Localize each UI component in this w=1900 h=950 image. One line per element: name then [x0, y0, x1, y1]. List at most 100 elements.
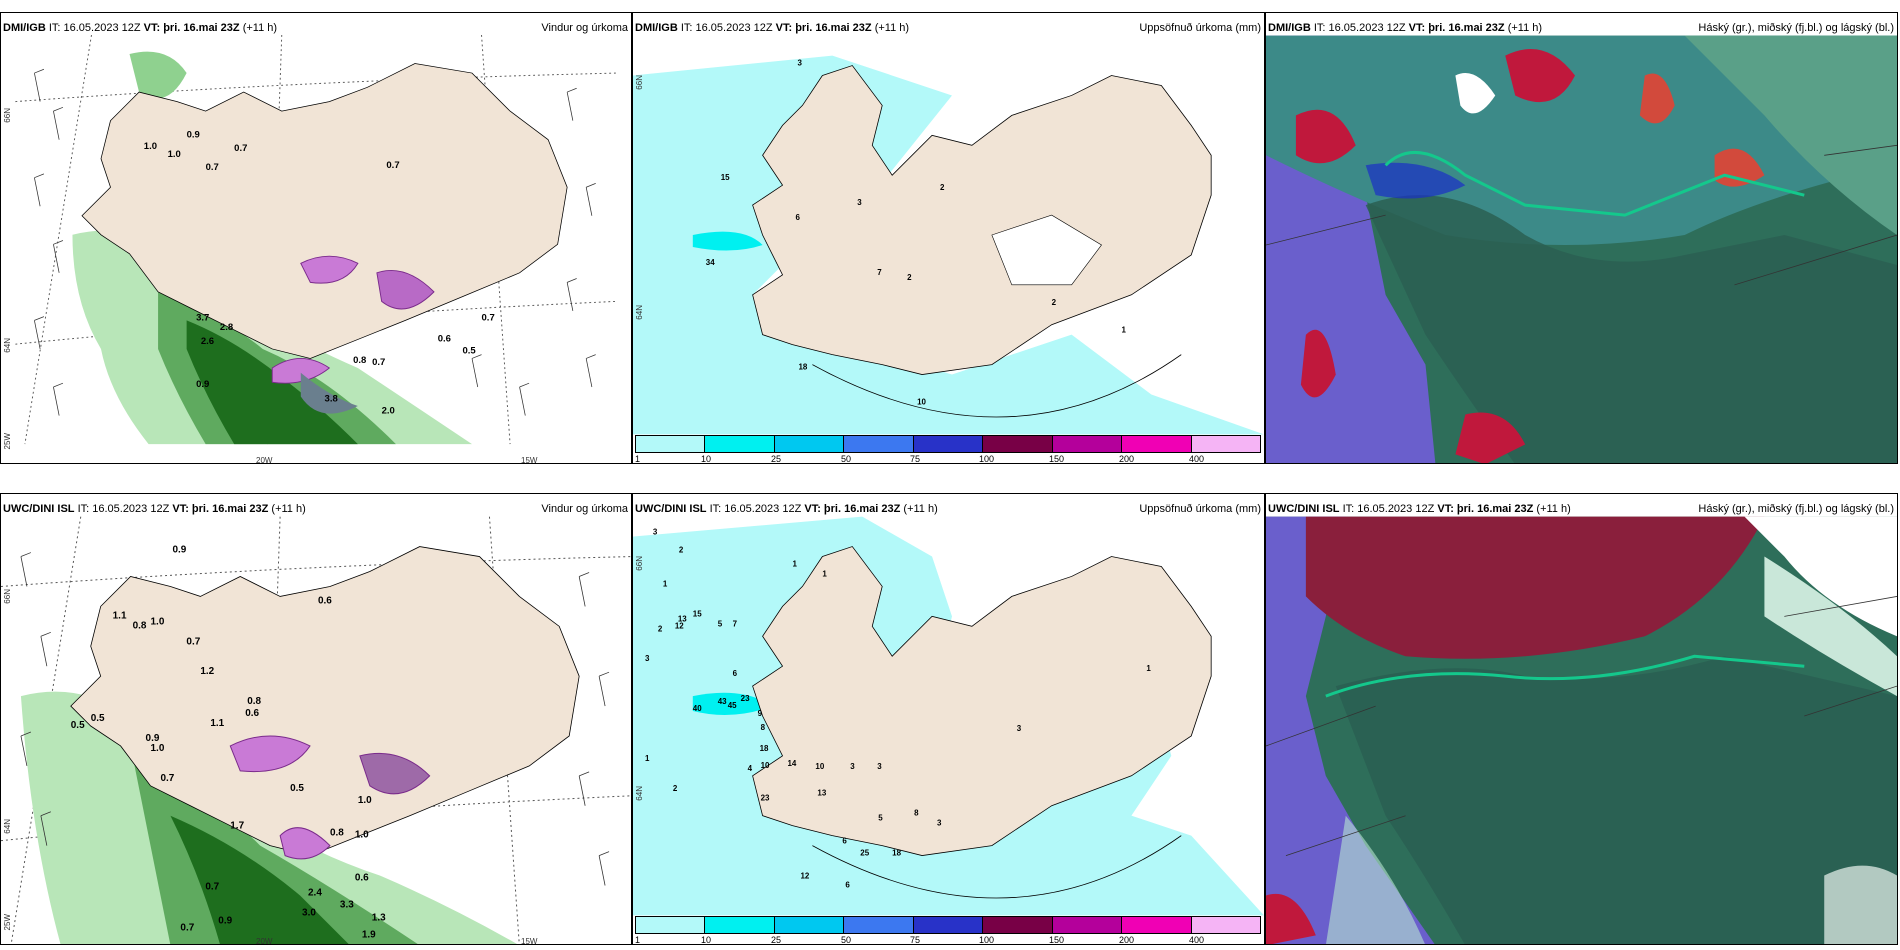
- precip-value: 6: [733, 669, 738, 678]
- precip-value: 15: [693, 609, 702, 618]
- precip-value: 3: [645, 654, 650, 663]
- wind-label: 0.9: [196, 379, 209, 390]
- precip-value: 6: [845, 880, 850, 889]
- precip-value: 2: [940, 183, 945, 192]
- panel-dmi-wind-precip: DMI/IGB IT: 16.05.2023 12Z VT: þri. 16.m…: [0, 12, 632, 464]
- precip-value: 4: [748, 764, 753, 773]
- wind-label: 1.1: [113, 610, 127, 621]
- wind-label: 0.7: [180, 922, 194, 933]
- colorbar-swatch: [983, 436, 1053, 452]
- accum-precip-map: 3 2 1 1 1 3 15 13 12 2 5 7 6 40 23 43 45…: [633, 516, 1264, 916]
- wind-label: 1.9: [362, 929, 376, 940]
- wind-label: 0.7: [186, 636, 200, 647]
- wind-label: 1.0: [151, 743, 165, 754]
- precip-value: 1: [663, 579, 668, 588]
- precip-value: 12: [800, 871, 809, 880]
- wind-label: 1.0: [168, 149, 181, 160]
- wind-label: 0.9: [146, 733, 160, 744]
- wind-label: 0.6: [438, 333, 451, 344]
- precip-value: 18: [892, 849, 901, 858]
- precip-value: 7: [733, 619, 738, 628]
- wind-label: 2.6: [201, 336, 214, 347]
- colorbar-swatch: [1122, 436, 1192, 452]
- wind-label: 0.6: [355, 873, 369, 884]
- precip-value: 34: [706, 258, 715, 267]
- precip-value: 2: [679, 546, 684, 555]
- wind-label: 0.7: [205, 881, 219, 892]
- precip-value: 10: [917, 397, 926, 406]
- wind-label: 0.8: [353, 355, 366, 366]
- lat-label: 64N: [3, 338, 12, 353]
- wind-label: 1.0: [144, 141, 157, 152]
- precip-colorbar: [635, 916, 1261, 934]
- colorbar-ticks: 1 10 25 50 75 100 150 200 400: [635, 454, 1205, 464]
- wind-label: 1.0: [355, 830, 369, 841]
- wind-label: 1.0: [358, 795, 372, 806]
- precip-value: 1: [645, 754, 650, 763]
- panel-title: Háský (gr.), miðský (fj.bl.) og lágský (…: [1698, 503, 1894, 515]
- panel-header: UWC/DINI ISL IT: 16.05.2023 12Z VT: þri.…: [1268, 503, 1571, 515]
- precip-value: 5: [878, 814, 883, 823]
- panel-dmi-clouds: DMI/IGB IT: 16.05.2023 12Z VT: þri. 16.m…: [1265, 12, 1898, 464]
- wind-label: 0.9: [218, 915, 232, 926]
- wind-label: 0.5: [91, 713, 105, 724]
- precip-value: 12: [675, 621, 684, 630]
- panel-header: DMI/IGB IT: 16.05.2023 12Z VT: þri. 16.m…: [635, 22, 910, 34]
- lon-label: 15W: [521, 937, 538, 945]
- colorbar-swatch: [705, 917, 775, 933]
- colorbar-swatch: [1191, 917, 1260, 933]
- precip-value: 8: [914, 809, 919, 818]
- precip-value: 10: [815, 762, 824, 771]
- colorbar-swatch: [844, 436, 914, 452]
- panel-title: Uppsöfnuð úrkoma (mm): [1139, 503, 1261, 515]
- colorbar-swatch: [636, 917, 706, 933]
- precip-value: 43: [718, 697, 727, 706]
- precip-value: 13: [817, 789, 826, 798]
- precip-colorbar: [635, 435, 1261, 453]
- precip-value: 1: [1146, 664, 1151, 673]
- precip-value: 7: [877, 268, 882, 277]
- precip-value: 6: [842, 837, 847, 846]
- wind-label: 1.7: [230, 821, 244, 832]
- wind-label: 0.7: [206, 162, 219, 173]
- precip-value: 9: [758, 709, 763, 718]
- wind-label: 0.9: [172, 545, 186, 556]
- wind-label: 0.7: [482, 312, 495, 323]
- colorbar-swatch: [774, 917, 845, 933]
- colorbar-swatch: [983, 917, 1053, 933]
- wind-label: 1.1: [210, 718, 224, 729]
- colorbar-swatch: [913, 436, 984, 452]
- lon-label: 25W: [3, 433, 12, 450]
- panel-uwc-accum-precip: UWC/DINI ISL IT: 16.05.2023 12Z VT: þri.…: [632, 493, 1265, 945]
- precip-value: 2: [673, 784, 678, 793]
- precip-value: 3: [653, 528, 658, 537]
- lat-label: 64N: [635, 786, 644, 801]
- precip-value: 1: [792, 559, 797, 568]
- lat-label: 64N: [635, 305, 644, 320]
- precip-value: 45: [728, 701, 737, 710]
- lat-label: 66N: [3, 108, 12, 123]
- precip-value: 6: [795, 213, 800, 222]
- lon-label: 20W: [256, 937, 273, 945]
- colorbar-swatch: [844, 917, 914, 933]
- wind-label: 2.4: [308, 887, 322, 898]
- wind-label: 0.7: [386, 160, 399, 171]
- precip-value: 23: [741, 694, 750, 703]
- precip-value: 8: [761, 723, 766, 732]
- precip-value: 2: [658, 624, 663, 633]
- precip-value: 13: [678, 614, 687, 623]
- precip-value: 3: [937, 819, 942, 828]
- wind-precip-map: 0.9 0.6 1.1 1.0 0.8 0.7 1.2 0.5 0.5 0.9 …: [1, 516, 631, 944]
- colorbar-swatch: [913, 917, 984, 933]
- lat-label: 66N: [635, 556, 644, 571]
- cloud-cover-map: [1266, 35, 1897, 463]
- lat-label: 66N: [3, 589, 12, 604]
- colorbar-swatch: [1191, 436, 1260, 452]
- panel-title: Uppsöfnuð úrkoma (mm): [1139, 22, 1261, 34]
- cloud-cover-map: [1266, 516, 1897, 944]
- wind-label: 2.8: [220, 322, 233, 333]
- precip-value: 3: [797, 59, 802, 68]
- precip-value: 18: [798, 363, 807, 372]
- lon-label: 25W: [3, 914, 12, 931]
- wind-label: 0.5: [463, 346, 477, 357]
